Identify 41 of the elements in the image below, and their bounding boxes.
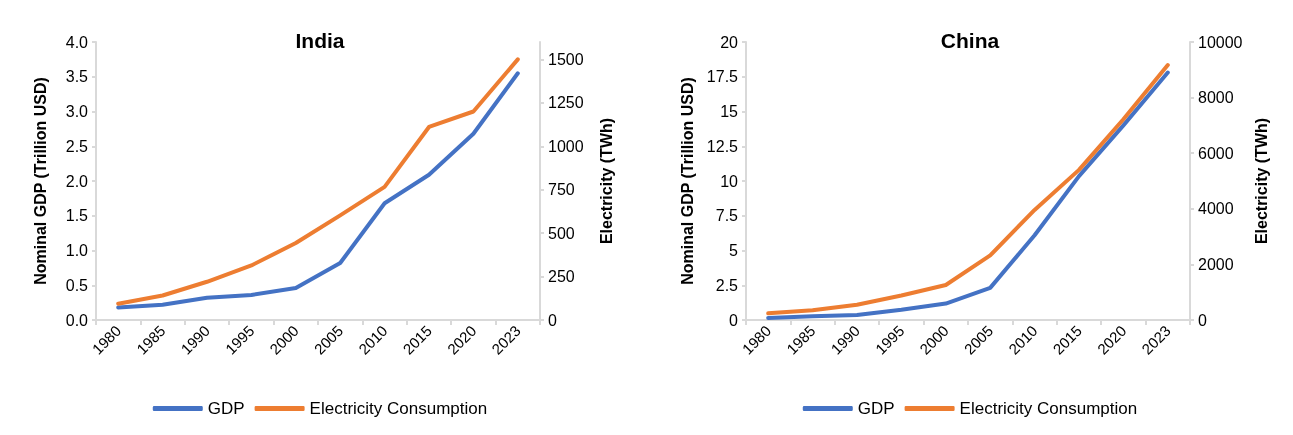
y2-tick-label: 10000 (1198, 33, 1243, 51)
y-tick-label: 2.5 (65, 137, 89, 155)
y-axis-title: Nominal GDP (Trillion USD) (31, 77, 49, 285)
y-tick-label: 17.5 (706, 68, 739, 86)
y-tick-label: 1.0 (65, 242, 89, 259)
y-tick-label: 0.5 (65, 276, 89, 294)
y-tick-label: 7.5 (715, 207, 739, 225)
y-tick-label: 0 (729, 311, 739, 329)
y-tick-label: 4.0 (65, 33, 89, 51)
y-tick-label: 5 (729, 242, 739, 259)
y2-tick-label: 0 (1198, 311, 1207, 329)
legend-label: Electricity Consumption (309, 399, 488, 418)
y2-tick-label: 500 (548, 224, 575, 242)
y2-tick-label: 0 (548, 311, 557, 329)
y-tick-label: 3.0 (65, 103, 89, 120)
y2-tick-label: 1250 (548, 94, 584, 112)
y-tick-label: 12.5 (706, 137, 739, 155)
y2-tick-label: 1500 (548, 50, 584, 68)
y2-axis-title: Electricity (TWh) (597, 117, 615, 245)
legend-label: GDP (207, 399, 245, 418)
y-tick-label: 2.0 (65, 172, 89, 190)
y-tick-label: 2.5 (715, 276, 739, 294)
y2-tick-label: 1000 (548, 137, 584, 155)
y2-tick-label: 4000 (1198, 200, 1234, 218)
y2-tick-label: 8000 (1198, 89, 1234, 107)
y-tick-label: 0.0 (65, 311, 89, 329)
legend-label: Electricity Consumption (959, 399, 1138, 418)
y-tick-label: 1.5 (65, 207, 89, 225)
legend-label: GDP (857, 399, 895, 418)
y2-axis-title: Electricity (TWh) (1252, 117, 1270, 245)
y-tick-label: 10 (720, 172, 739, 190)
y-axis-title: Nominal GDP (Trillion USD) (679, 77, 697, 285)
y2-tick-label: 2000 (1198, 255, 1234, 273)
y2-tick-label: 6000 (1198, 144, 1234, 162)
y-tick-label: 15 (720, 103, 739, 120)
chart-title: India (295, 29, 345, 52)
chart-title: China (940, 29, 1000, 52)
y2-tick-label: 750 (548, 181, 575, 199)
y-tick-label: 3.5 (65, 68, 89, 86)
y2-tick-label: 250 (548, 268, 575, 286)
y-tick-label: 20 (720, 33, 739, 51)
